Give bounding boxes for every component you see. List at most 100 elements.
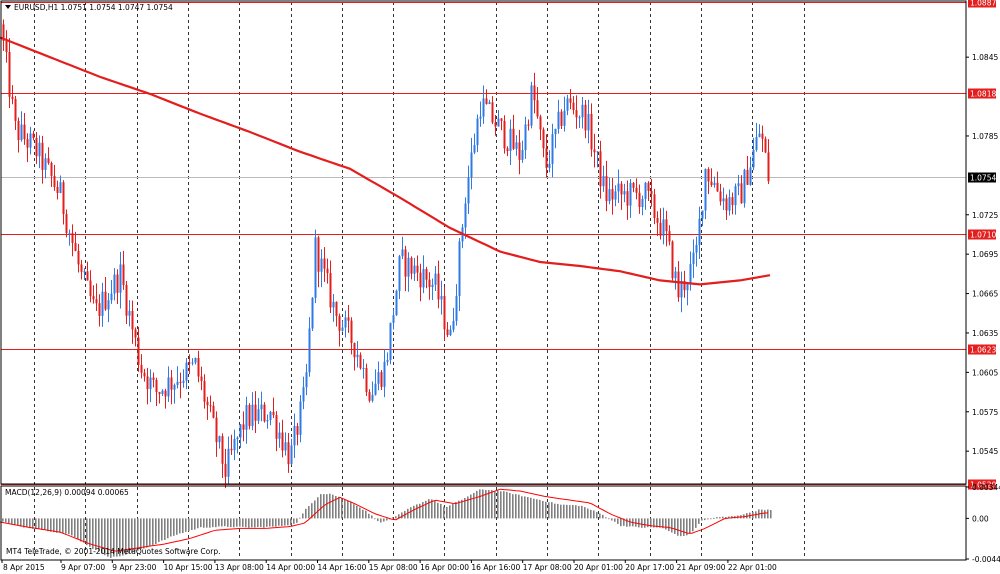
macd-bar — [398, 514, 400, 519]
macd-bar — [461, 499, 463, 519]
macd-bar — [194, 518, 196, 530]
macd-signal-line — [0, 488, 769, 552]
candle-body — [116, 274, 119, 293]
macd-bar — [485, 489, 487, 519]
macd-bar — [440, 503, 442, 519]
candle-body — [398, 256, 401, 291]
price-tick-label: 1.0635 — [972, 329, 998, 338]
candle-body — [269, 411, 272, 420]
candle-body — [233, 439, 236, 451]
candle-body — [488, 102, 491, 105]
macd-bar — [464, 497, 466, 519]
candle-body — [524, 124, 527, 151]
candle-body — [245, 405, 248, 430]
macd-bar — [419, 503, 421, 519]
macd-bar — [239, 518, 241, 527]
macd-bar — [2, 518, 4, 522]
candle-body — [86, 271, 89, 281]
candle-body — [737, 183, 740, 187]
triangle-down-icon[interactable] — [5, 5, 11, 9]
macd-bar — [152, 518, 154, 545]
candle-body — [77, 250, 80, 265]
candle-body — [230, 448, 233, 451]
candle-body — [434, 273, 437, 285]
candle-body — [425, 269, 428, 280]
macd-bar — [56, 518, 58, 533]
candle-body — [320, 258, 323, 272]
candle-body — [629, 183, 632, 206]
macd-bar — [683, 518, 685, 536]
price-level-tag — [968, 0, 996, 8]
candle-body — [68, 232, 71, 234]
macd-bar — [662, 518, 664, 529]
candle-body — [329, 273, 332, 308]
candle-body — [482, 98, 485, 117]
candle-body — [254, 404, 257, 421]
candle-body — [533, 85, 536, 101]
macd-bar — [365, 510, 367, 519]
macd-bar — [380, 518, 382, 523]
macd-bar — [311, 503, 313, 519]
macd-bar — [179, 518, 181, 534]
macd-bar — [593, 510, 595, 519]
candle-body — [332, 301, 335, 308]
price-tick-label: 1.0545 — [972, 447, 998, 456]
macd-bar — [314, 500, 316, 519]
candle-body — [380, 372, 383, 387]
macd-bar — [110, 518, 112, 558]
time-label: 20 Apr 01:00 — [574, 563, 623, 572]
candle-body — [122, 264, 125, 286]
price-tick-label: 1.0695 — [972, 250, 998, 259]
macd-bar — [767, 509, 769, 519]
candle-body — [158, 392, 161, 394]
macd-bar — [227, 518, 229, 527]
candle-body — [302, 387, 305, 402]
candle-body — [650, 190, 653, 195]
macd-bar — [308, 506, 310, 519]
candle-body — [683, 280, 686, 291]
macd-bar — [584, 507, 586, 519]
candle-body — [581, 104, 584, 118]
candle-body — [443, 295, 446, 330]
macd-bar — [494, 490, 496, 519]
macd-bar — [497, 490, 499, 519]
macd-bar — [371, 515, 373, 519]
candle-body — [428, 279, 431, 288]
candle-body — [521, 150, 524, 160]
macd-bar — [5, 518, 7, 523]
macd-bar — [104, 518, 106, 556]
macd-bar — [89, 518, 91, 547]
macd-bar — [551, 502, 553, 519]
macd-bar — [383, 518, 385, 522]
candle-body — [596, 151, 599, 153]
time-label: 20 Apr 17:00 — [625, 563, 674, 572]
candle-body — [347, 317, 350, 321]
macd-bar — [536, 499, 538, 519]
candle-body — [659, 222, 662, 236]
macd-bar — [566, 504, 568, 519]
price-level-tag — [968, 229, 996, 240]
moving-average-line — [0, 36, 771, 286]
macd-bar — [503, 491, 505, 519]
macd-bar — [482, 489, 484, 519]
candle-body — [530, 85, 533, 126]
macd-bar — [500, 491, 502, 519]
candle-body — [458, 241, 461, 296]
candle-body — [569, 98, 572, 103]
macd-bar — [230, 518, 232, 528]
candle-body — [578, 117, 581, 119]
macd-bar — [218, 518, 220, 527]
candle-body — [731, 197, 734, 206]
candle-body — [341, 327, 344, 331]
macd-bar — [26, 518, 28, 528]
macd-bar — [329, 493, 331, 519]
candle-body — [17, 120, 20, 141]
macd-bar — [725, 516, 727, 519]
current-price-value: 1.0754 — [970, 174, 996, 183]
candle-body — [2, 24, 5, 41]
candle-body — [740, 183, 743, 204]
macd-bar — [98, 518, 100, 552]
macd-bar — [281, 518, 283, 527]
macd-bar — [563, 504, 565, 519]
